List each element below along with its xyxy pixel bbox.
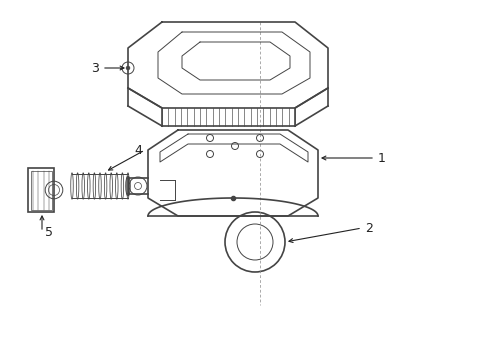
Text: 1: 1: [378, 152, 386, 165]
Bar: [28, 168, 54, 212]
Text: 4: 4: [134, 144, 142, 157]
Text: 2: 2: [365, 221, 373, 234]
Text: 3: 3: [91, 62, 99, 75]
Circle shape: [126, 66, 130, 70]
Text: 5: 5: [45, 225, 53, 239]
Bar: [30, 171, 51, 210]
